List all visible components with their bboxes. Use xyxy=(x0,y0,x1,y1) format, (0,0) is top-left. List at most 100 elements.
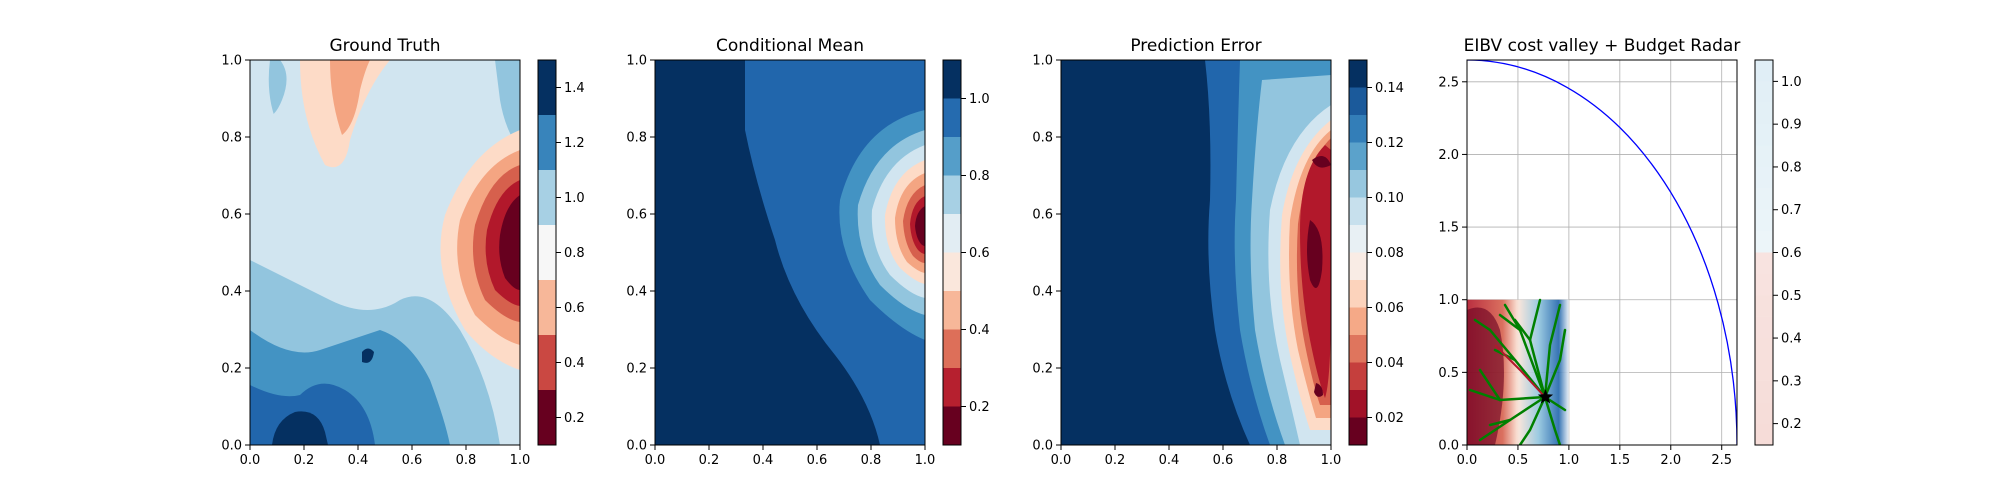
prediction-error-colorbar-tick-label: 0.06 xyxy=(1375,301,1404,316)
colorbar-level-band xyxy=(1755,231,1773,253)
ground-truth-panel: 0.0 0.2 0.4 0.6 0.8 1.0 0.0 0.2 0.4 0.6 0.8 1.0 0.… xyxy=(221,36,584,468)
ground-truth-y-tick-label: 0.8 xyxy=(221,131,242,146)
colorbar-level-band xyxy=(1349,417,1367,445)
colorbar-level-band xyxy=(1349,280,1367,308)
colorbar-level-band xyxy=(943,252,961,291)
colorbar-level-band xyxy=(538,170,556,225)
ground-truth-y-tick-label: 0.2 xyxy=(221,362,242,377)
prediction-error-x-tick-label: 0.8 xyxy=(1267,453,1288,468)
ground-truth-colorbar-tick-label: 1.4 xyxy=(564,81,585,96)
prediction-error-title: Prediction Error xyxy=(1130,36,1261,56)
cost-valley-colorbar-tick-label: 0.8 xyxy=(1781,160,1802,175)
colorbar-level-band xyxy=(1349,142,1367,170)
prediction-error-colorbar-tick-label: 0.10 xyxy=(1375,191,1404,206)
colorbar-level-band xyxy=(1755,81,1773,103)
prediction-error-colorbar: 0.02 0.04 0.06 0.08 0.10 0.12 0.14 xyxy=(1348,59,1404,446)
colorbar-level-band xyxy=(1349,197,1367,225)
ground-truth-y-tick-label: 0.0 xyxy=(221,439,242,454)
prediction-error-y-tick-label: 0.6 xyxy=(1032,208,1053,223)
colorbar-level-band xyxy=(1349,307,1367,335)
conditional-mean-axes-frame xyxy=(654,59,926,446)
cost-valley-y-tick-label: 1.0 xyxy=(1438,293,1459,308)
ground-truth-colorbar-tick-label: 0.6 xyxy=(564,301,585,316)
colorbar-level-band xyxy=(1349,335,1367,363)
ground-truth-colorbar-tick-label: 0.2 xyxy=(564,411,585,426)
cost-valley-y-tick-label: 1.5 xyxy=(1438,221,1459,236)
ground-truth-x-tick-label: 0.6 xyxy=(402,453,423,468)
cost-valley-y-tick-label: 2.0 xyxy=(1438,148,1459,163)
conditional-mean-x-tick-label: 0.6 xyxy=(807,453,828,468)
cost-valley-y-tick-label: 2.5 xyxy=(1438,75,1459,90)
prediction-error-y-tick-label: 0.2 xyxy=(1032,362,1053,377)
colorbar-level-band xyxy=(1349,115,1367,143)
ground-truth-colorbar-tick-label: 0.4 xyxy=(564,356,585,371)
colorbar-level-band xyxy=(1755,209,1773,232)
colorbar-level-band xyxy=(943,175,961,214)
colorbar-level-band xyxy=(1755,145,1773,167)
prediction-error-colorbar-tick-label: 0.02 xyxy=(1375,411,1404,426)
cost-valley-title: EIBV cost valley + Budget Radar xyxy=(1464,36,1741,56)
cost-valley-panel: 0.0 0.5 1.0 1.5 2.0 2.5 0.0 0.5 1.0 1.5 2.0 2.5 0.… xyxy=(1438,36,1801,468)
conditional-mean-x-tick-label: 0.2 xyxy=(699,453,720,468)
cost-valley-colorbar-tick-label: 0.3 xyxy=(1781,374,1802,389)
cost-valley-field xyxy=(1467,60,1737,445)
prediction-error-colorbar-tick-label: 0.08 xyxy=(1375,246,1404,261)
colorbar-level-band xyxy=(1755,316,1773,339)
prediction-error-y-tick-label: 0.8 xyxy=(1032,131,1053,146)
prediction-error-x-tick-label: 1.0 xyxy=(1321,453,1342,468)
ground-truth-contour-field xyxy=(250,60,520,445)
cost-valley-colorbar-tick-label: 0.6 xyxy=(1781,246,1802,261)
colorbar-level-band xyxy=(538,280,556,335)
colorbar-level-band xyxy=(943,368,961,407)
ground-truth-y-tick-label: 0.6 xyxy=(221,208,242,223)
colorbar-level-band xyxy=(538,60,556,115)
ground-truth-y-tick-label: 0.4 xyxy=(221,285,242,300)
conditional-mean-colorbar: 0.2 0.4 0.6 0.8 1.0 xyxy=(942,59,990,446)
colorbar-level-band xyxy=(1755,166,1773,189)
prediction-error-axes-frame xyxy=(1060,59,1332,446)
cost-valley-colorbar: 0.2 0.3 0.4 0.5 0.6 0.7 0.8 0.9 1.0 xyxy=(1754,59,1802,446)
conditional-mean-colorbar-tick-label: 0.6 xyxy=(969,246,990,261)
ground-truth-colorbar-tick-label: 1.2 xyxy=(564,136,585,151)
ground-truth-colorbar: 0.2 0.4 0.6 0.8 1.0 1.2 1.4 xyxy=(537,59,585,446)
colorbar-level-band xyxy=(1349,87,1367,115)
cost-valley-y-tick-label: 0.5 xyxy=(1438,366,1459,381)
conditional-mean-x-tick-label: 0.0 xyxy=(645,453,666,468)
ground-truth-colorbar-tick-label: 0.8 xyxy=(564,246,585,261)
colorbar-level-band xyxy=(1755,402,1773,424)
conditional-mean-y-tick-label: 0.2 xyxy=(626,362,647,377)
ground-truth-x-tick-label: 1.0 xyxy=(510,453,531,468)
colorbar-level-band xyxy=(943,137,961,176)
conditional-mean-y-tick-label: 0.4 xyxy=(626,285,647,300)
colorbar-level-band xyxy=(1755,188,1773,210)
cost-valley-x-tick-label: 0.5 xyxy=(1508,453,1529,468)
ground-truth-axes-frame xyxy=(249,59,521,446)
conditional-mean-title: Conditional Mean xyxy=(716,36,864,56)
cost-valley-x-tick-label: 1.5 xyxy=(1609,453,1630,468)
cost-valley-x-tick-label: 2.0 xyxy=(1660,453,1681,468)
colorbar-level-band xyxy=(1755,102,1773,125)
colorbar-level-band xyxy=(1755,423,1773,445)
conditional-mean-colorbar-tick-label: 0.8 xyxy=(969,169,990,184)
colorbar-level-band xyxy=(1755,338,1773,360)
ground-truth-x-tick-label: 0.4 xyxy=(348,453,369,468)
cost-valley-x-tick-label: 0.0 xyxy=(1457,453,1478,468)
colorbar-level-band xyxy=(1349,252,1367,280)
conditional-mean-x-tick-label: 0.4 xyxy=(753,453,774,468)
colorbar-level-band xyxy=(1755,252,1773,274)
cost-valley-colorbar-tick-label: 0.4 xyxy=(1781,332,1802,347)
prediction-error-y-tick-label: 0.0 xyxy=(1032,439,1053,454)
ground-truth-title: Ground Truth xyxy=(329,36,440,56)
colorbar-level-band xyxy=(943,214,961,253)
cost-valley-axes-frame xyxy=(1466,59,1738,446)
ground-truth-x-tick-label: 0.0 xyxy=(240,453,261,468)
prediction-error-x-tick-label: 0.4 xyxy=(1159,453,1180,468)
conditional-mean-y-tick-label: 1.0 xyxy=(626,54,647,69)
conditional-mean-colorbar-tick-label: 0.4 xyxy=(969,323,990,338)
prediction-error-y-tick-label: 1.0 xyxy=(1032,54,1053,69)
cost-valley-colorbar-tick-label: 0.2 xyxy=(1781,417,1802,432)
ground-truth-y-tick-label: 1.0 xyxy=(221,54,242,69)
conditional-mean-contour-field xyxy=(655,60,925,445)
